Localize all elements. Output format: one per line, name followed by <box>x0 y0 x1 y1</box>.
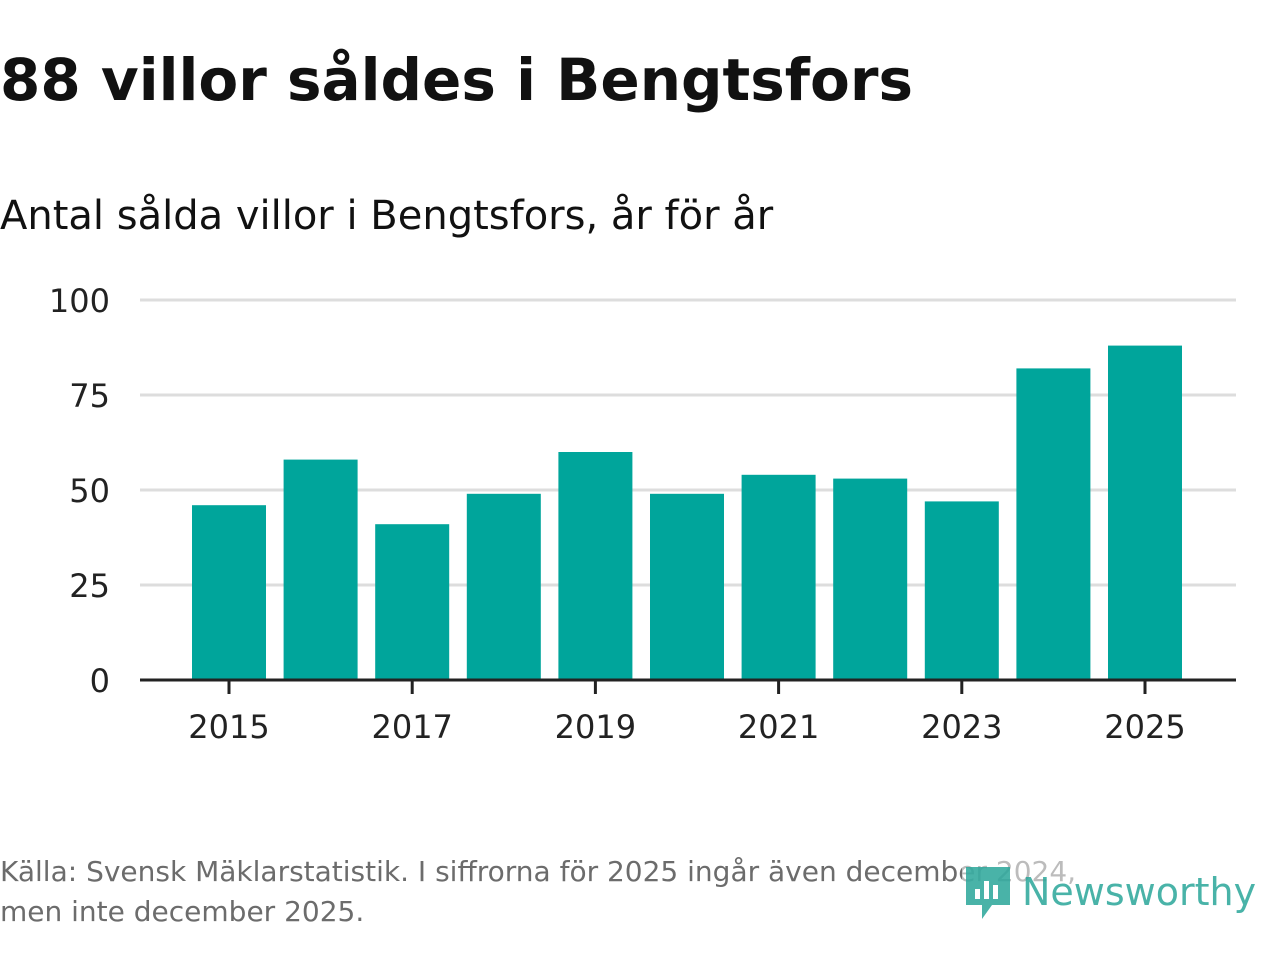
bar-2025 <box>1108 345 1182 680</box>
bar-2018 <box>466 493 541 680</box>
newsworthy-logo-text: Newsworthy <box>1022 870 1257 914</box>
y-tick-label-50: 50 <box>69 472 110 510</box>
bar-2016 <box>283 459 358 680</box>
y-tick-label-0: 0 <box>90 662 110 700</box>
bar-2017 <box>375 524 450 680</box>
bar-2015 <box>192 505 266 680</box>
bar-chart: 0 25 50 75 100 2015 2017 2019 2021 2023 2025 <box>49 282 1236 746</box>
x-axis: 2015 2017 2019 2021 2023 2025 <box>140 678 1236 746</box>
bar-2023 <box>924 501 999 680</box>
x-tick-label-2015: 2015 <box>188 708 269 746</box>
x-tick-label-2025: 2025 <box>1104 708 1185 746</box>
y-tick-label-75: 75 <box>69 377 110 415</box>
y-tick-label-100: 100 <box>49 282 110 320</box>
x-tick-label-2023: 2023 <box>921 708 1002 746</box>
y-tick-label-25: 25 <box>69 567 110 605</box>
source-note: Källa: Svensk Mäklarstatistik. I siffror… <box>0 852 1250 932</box>
source-line-1: Källa: Svensk Mäklarstatistik. I siffror… <box>0 855 1077 888</box>
bar-2019 <box>558 452 633 680</box>
chart-subtitle: Antal sålda villor i Bengtsfors, år för … <box>0 193 774 239</box>
x-tick-label-2019: 2019 <box>555 708 636 746</box>
bar-2022 <box>833 478 908 680</box>
bars <box>192 345 1182 680</box>
y-axis-ticks: 0 25 50 75 100 <box>49 282 110 700</box>
newsworthy-logo: Newsworthy <box>962 860 1257 924</box>
x-tick-label-2021: 2021 <box>738 708 819 746</box>
bar-2024 <box>1016 368 1091 680</box>
bar-2020 <box>650 493 724 680</box>
newsworthy-logo-icon <box>966 867 1010 919</box>
bar-2021 <box>741 474 816 680</box>
x-tick-label-2017: 2017 <box>371 708 452 746</box>
chart-title: 88 villor såldes i Bengtsfors <box>0 46 913 114</box>
source-line-2: men inte december 2025. <box>0 895 365 928</box>
